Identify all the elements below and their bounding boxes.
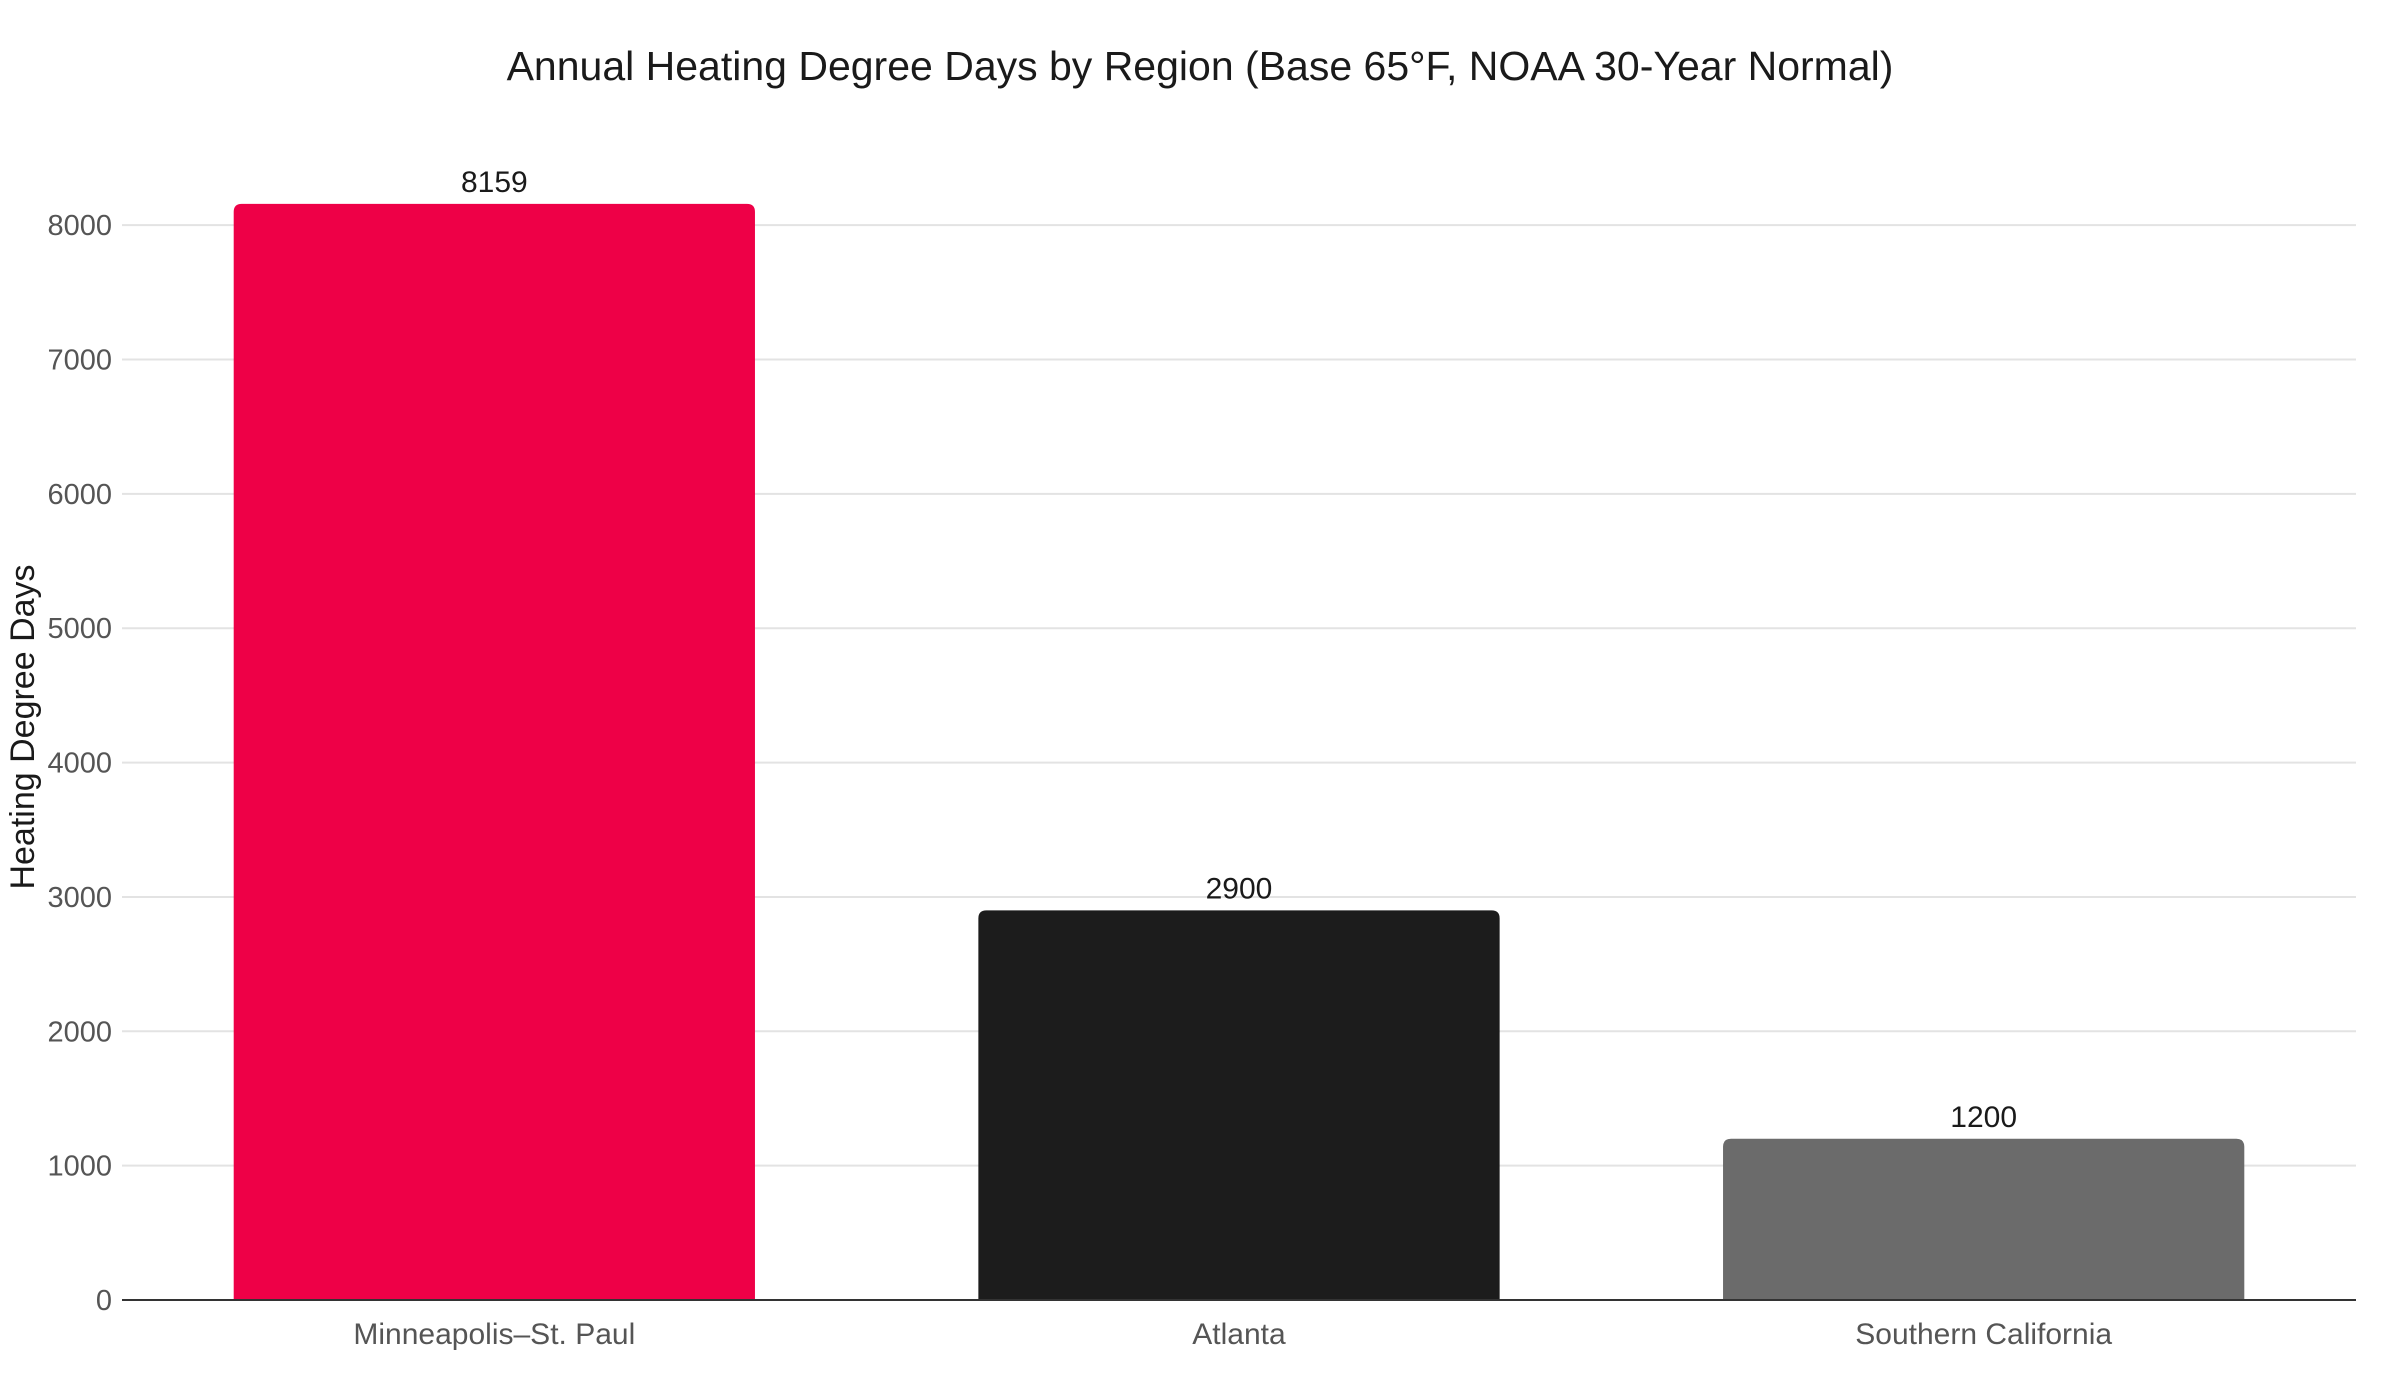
data-labels: 8159 2900 1200 [461, 166, 2017, 1134]
y-tick-label: 7000 [47, 345, 112, 377]
y-tick-label: 2000 [47, 1016, 112, 1048]
x-tick-label: Atlanta [1192, 1318, 1286, 1351]
bar [978, 910, 1500, 1300]
bar [233, 203, 755, 1301]
y-axis-label: Heating Degree Days [4, 564, 42, 889]
x-tick-label: Minneapolis–St. Paul [353, 1318, 635, 1351]
y-tick-label: 0 [96, 1285, 112, 1317]
data-label: 2900 [1206, 872, 1273, 905]
data-label: 1200 [1950, 1101, 2017, 1134]
y-tick-label: 6000 [47, 479, 112, 511]
chart-title: Annual Heating Degree Days by Region (Ba… [507, 43, 1894, 89]
bars [233, 203, 2245, 1301]
y-axis-ticks: 0 1000 2000 3000 4000 5000 6000 7000 8000 [47, 210, 112, 1317]
x-tick-label: Southern California [1855, 1318, 2112, 1351]
y-tick-label: 8000 [47, 210, 112, 242]
bar [1723, 1138, 2245, 1300]
x-axis-ticks: Minneapolis–St. Paul Atlanta Southern Cali… [353, 1318, 2112, 1351]
y-tick-label: 1000 [47, 1151, 112, 1183]
y-tick-label: 3000 [47, 882, 112, 914]
y-tick-label: 5000 [47, 613, 112, 645]
data-label: 8159 [461, 166, 528, 199]
y-tick-label: 4000 [47, 748, 112, 780]
